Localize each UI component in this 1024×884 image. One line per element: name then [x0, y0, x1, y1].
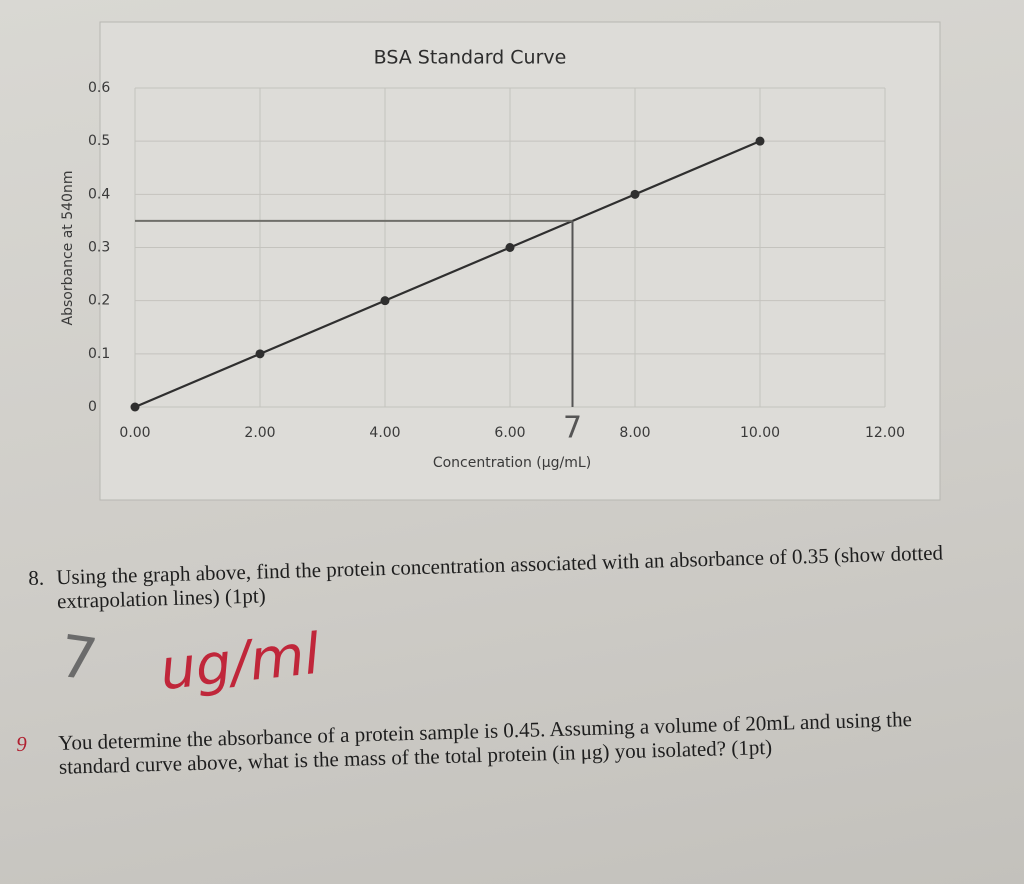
question-8: 8. Using the graph above, find the prote…	[28, 539, 989, 614]
data-point	[255, 349, 265, 359]
x-tick-label: 10.00	[740, 425, 780, 441]
chart-frame	[99, 21, 941, 501]
question-number: 8.	[28, 565, 45, 590]
handwritten-answer: 7	[55, 621, 102, 695]
question-text: You determine the absorbance of a protei…	[57, 706, 913, 779]
x-tick-label: 4.00	[369, 425, 400, 441]
data-point	[380, 296, 390, 306]
question-9: 9 You determine the absorbance of a prot…	[16, 705, 997, 780]
y-tick-label: 0.6	[88, 80, 110, 96]
data-point	[505, 243, 515, 252]
data-point	[130, 402, 140, 412]
y-tick-label: 0.5	[88, 133, 110, 149]
x-tick-label: 2.00	[244, 425, 275, 441]
chart: BSA Standard Curve Concentration (μg/mL)…	[60, 21, 941, 501]
y-tick-label: 0	[88, 399, 97, 415]
data-point	[630, 189, 640, 199]
x-tick-label: 6.00	[494, 425, 525, 441]
chart-title: BSA Standard Curve	[374, 47, 567, 69]
question-text: Using the graph above, find the protein …	[55, 540, 944, 614]
y-tick-label: 0.1	[88, 346, 110, 362]
data-line	[134, 140, 761, 409]
handwritten-unit: ug/ml	[157, 621, 323, 704]
y-tick-label: 0.3	[88, 240, 110, 256]
x-tick-label: 12.00	[865, 425, 905, 441]
x-tick-label: 8.00	[619, 425, 650, 441]
y-axis-label: Absorbance at 540nm	[60, 171, 76, 326]
x-tick-label: 0.00	[119, 425, 150, 441]
y-tick-label: 0.4	[88, 186, 110, 202]
handwritten-annotation: 7	[563, 411, 582, 446]
data-point	[755, 136, 765, 146]
x-axis-label: Concentration (μg/mL)	[433, 455, 591, 471]
y-tick-label: 0.2	[88, 293, 110, 309]
question-number: 9	[16, 731, 28, 756]
